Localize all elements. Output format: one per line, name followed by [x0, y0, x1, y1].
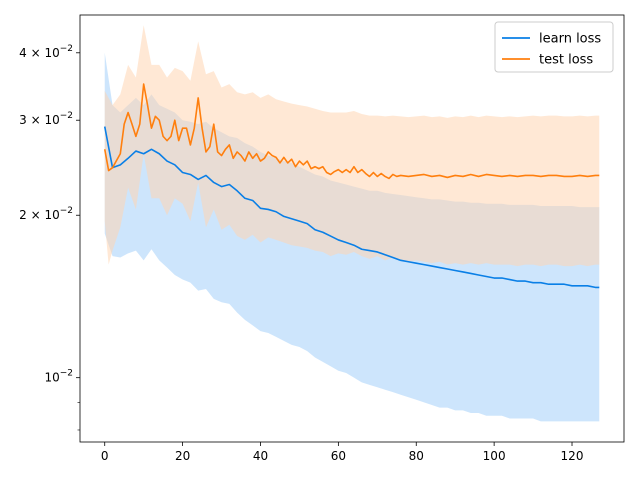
- x-tick-label: 20: [175, 449, 190, 463]
- legend-label-test-loss: test loss: [539, 53, 593, 68]
- legend: learn loss test loss: [494, 21, 614, 73]
- x-tick-label: 120: [561, 449, 584, 463]
- confidence-bands: [104, 25, 600, 422]
- y-axis: 10−2 2 × 10−2 3 × 10−2 4 × 10−2: [19, 44, 80, 431]
- y-tick-label: 2 × 10−2: [19, 206, 73, 222]
- y-tick-label: 3 × 10−2: [19, 111, 73, 127]
- x-axis: 0 20 40 60 80 100 120: [101, 442, 584, 463]
- x-tick-label: 100: [483, 449, 506, 463]
- x-tick-label: 80: [409, 449, 424, 463]
- plot-frame: [79, 14, 625, 443]
- y-tick-label: 4 × 10−2: [19, 44, 73, 60]
- legend-label-learn-loss: learn loss: [539, 32, 601, 47]
- learn-loss-line: [103, 126, 600, 289]
- x-tick-label: 60: [331, 449, 346, 463]
- series-lines: [103, 83, 600, 289]
- test-loss-line: [103, 83, 600, 180]
- y-tick-label: 10−2: [44, 369, 73, 385]
- x-tick-label: 40: [253, 449, 268, 463]
- x-tick-label: 0: [101, 449, 109, 463]
- test-loss-band: [104, 25, 600, 267]
